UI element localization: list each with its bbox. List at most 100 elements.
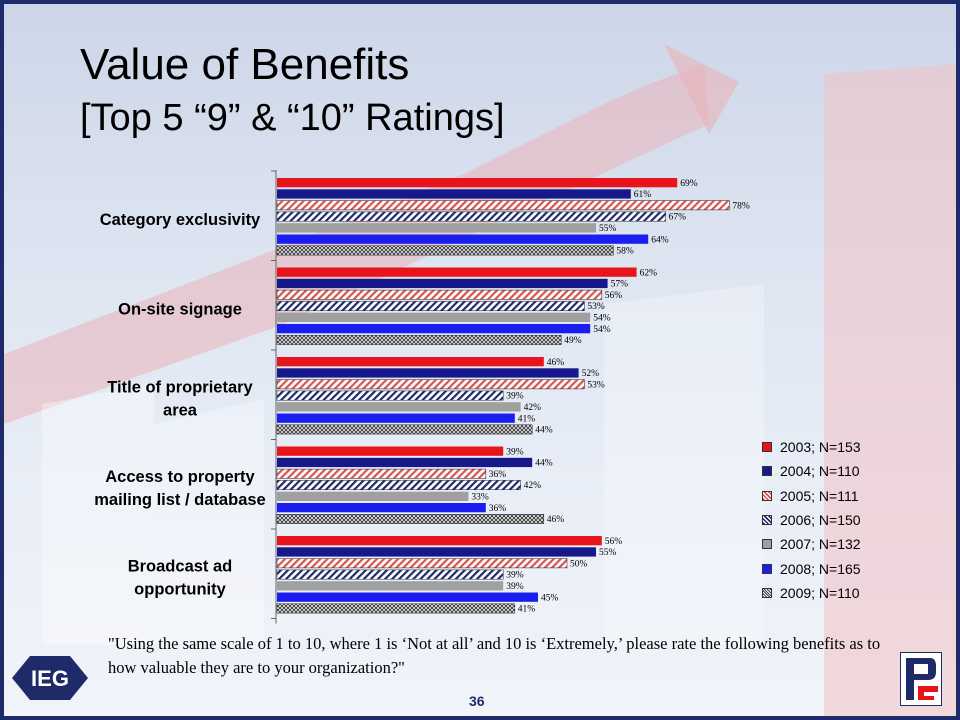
data-label: 41%	[518, 605, 536, 615]
legend-swatch	[762, 539, 772, 550]
bar	[277, 324, 591, 334]
bar	[277, 491, 469, 501]
legend-item: 2004; N=110	[762, 462, 860, 480]
legend-label: 2003; N=153	[780, 439, 861, 455]
data-label: 39%	[506, 392, 524, 402]
bar	[276, 211, 666, 222]
bar	[276, 558, 568, 569]
slide: Value of Benefits [Top 5 “9” & “10” Rati…	[4, 4, 956, 716]
bar	[277, 592, 538, 602]
data-label: 46%	[547, 358, 565, 368]
chart-legend: 2003; N=153 2004; N=110 2005; N=111 2006; N…	[762, 438, 900, 610]
legend-item: 2005; N=111	[762, 487, 859, 505]
bar	[277, 402, 521, 412]
bar	[277, 312, 591, 322]
legend-item: 2006; N=150	[762, 511, 861, 529]
data-label: 42%	[524, 403, 542, 413]
bar	[277, 581, 504, 591]
ieg-logo: IEG	[12, 656, 88, 700]
bar	[276, 603, 516, 614]
category-label: Broadcast ad opportunity	[128, 558, 233, 599]
data-label: 62%	[640, 268, 658, 278]
data-label: 67%	[669, 213, 687, 223]
bar	[276, 569, 504, 580]
legend-swatch	[762, 490, 772, 501]
data-label: 44%	[535, 459, 553, 469]
category-label: Title of proprietary area	[107, 379, 253, 420]
legend-label: 2005; N=111	[780, 487, 859, 504]
data-label: 33%	[471, 493, 489, 503]
survey-question-note: "Using the same scale of 1 to 10, where …	[108, 634, 881, 677]
data-label: 56%	[605, 537, 623, 547]
bar	[277, 457, 533, 468]
pf-logo-icon	[900, 652, 942, 706]
bar	[276, 200, 730, 211]
data-label: 55%	[599, 548, 617, 558]
data-label: 39%	[506, 447, 524, 457]
data-label: 50%	[570, 559, 588, 569]
data-label: 41%	[518, 414, 536, 424]
data-label: 53%	[587, 302, 605, 312]
data-label: 45%	[541, 593, 559, 603]
data-label: 52%	[582, 369, 600, 379]
data-label: 54%	[593, 314, 611, 324]
data-label: 69%	[680, 179, 698, 189]
data-label: 55%	[599, 224, 617, 234]
bar	[277, 223, 596, 233]
category-label: Category exclusivity	[100, 211, 261, 229]
bar	[276, 480, 521, 490]
legend-label: 2006; N=150	[780, 511, 861, 528]
legend-item: 2003; N=153	[762, 438, 861, 456]
bar	[277, 267, 637, 277]
legend-swatch	[762, 563, 772, 574]
bar	[277, 189, 631, 199]
legend-item: 2007; N=132	[762, 535, 861, 553]
background-arrow-graphic	[4, 44, 956, 716]
plot-area: Category exclusivity 69% 61% 78% 67% 55% 64% 58…	[94, 170, 750, 624]
bar	[277, 536, 602, 546]
data-label: 49%	[564, 336, 582, 346]
data-label: 64%	[651, 235, 669, 245]
bar	[276, 335, 562, 345]
data-label: 56%	[605, 291, 623, 301]
data-label: 53%	[587, 380, 605, 390]
data-label: 58%	[616, 247, 634, 257]
bar	[277, 234, 649, 244]
bar	[276, 301, 585, 311]
slide-subtitle: [Top 5 “9” & “10” Ratings]	[80, 97, 505, 139]
bar	[276, 379, 585, 390]
data-label: 57%	[611, 280, 629, 290]
data-label: 39%	[506, 571, 524, 581]
bar	[276, 514, 545, 524]
page-number: 36	[469, 693, 485, 709]
data-label: 39%	[506, 582, 524, 592]
bar	[276, 289, 603, 300]
bar	[276, 424, 533, 435]
data-label: 46%	[547, 515, 565, 525]
bar	[276, 245, 614, 256]
legend-swatch	[762, 466, 772, 477]
bar	[276, 468, 487, 479]
category-label: Access to property mailing list / databas…	[94, 468, 265, 509]
legend-label: 2004; N=110	[780, 463, 860, 480]
legend-label: 2008; N=165	[780, 560, 861, 577]
bar	[277, 547, 596, 557]
data-label: 44%	[535, 426, 553, 436]
category-label: On-site signage	[118, 301, 242, 319]
bar	[277, 446, 504, 456]
bar	[277, 357, 544, 367]
legend-swatch	[762, 587, 772, 598]
bar	[277, 178, 678, 188]
bar-chart: Category exclusivity 69% 61% 78% 67% 55% 64% 58…	[94, 170, 750, 624]
data-label: 54%	[593, 325, 611, 335]
data-label: 78%	[732, 201, 750, 211]
bar	[277, 413, 515, 423]
bar	[277, 368, 579, 378]
slide-title: Value of Benefits	[80, 40, 410, 89]
legend-swatch	[762, 514, 772, 525]
data-label: 36%	[489, 470, 507, 480]
data-label: 42%	[524, 481, 542, 491]
data-label: 61%	[634, 190, 652, 200]
bar	[277, 278, 608, 289]
legend-label: 2009; N=110	[780, 584, 860, 601]
